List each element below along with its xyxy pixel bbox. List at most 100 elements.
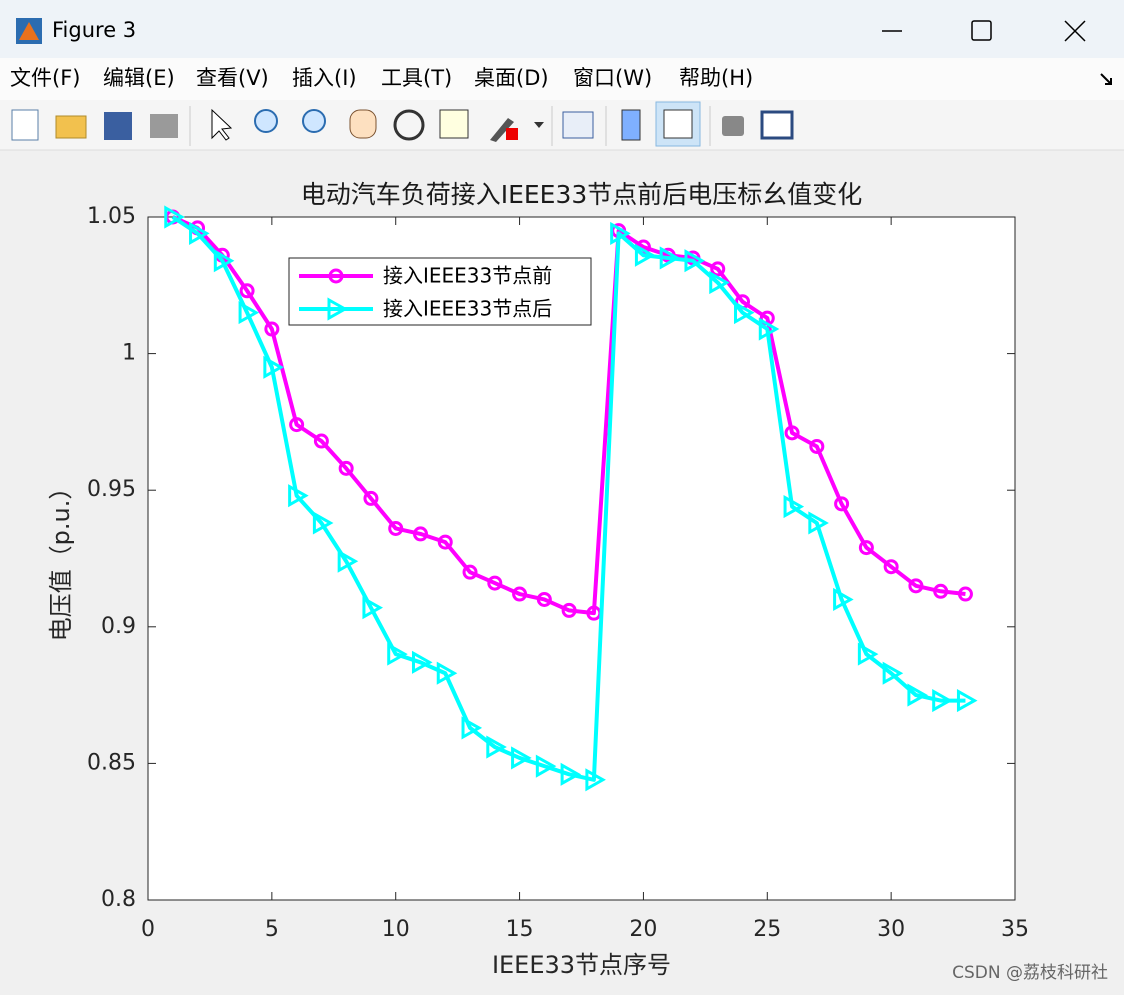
x-tick-label: 35 bbox=[1001, 917, 1029, 942]
data-point bbox=[808, 511, 829, 535]
tool-zoom-in[interactable] bbox=[254, 109, 278, 133]
data-point bbox=[684, 249, 706, 273]
app-icon-shape bbox=[19, 22, 39, 40]
data-point bbox=[437, 534, 453, 550]
data-point bbox=[164, 205, 185, 229]
tool-new[interactable] bbox=[11, 109, 39, 141]
tool-link[interactable] bbox=[562, 111, 594, 139]
data-point bbox=[312, 511, 334, 535]
y-tick-label: 1.05 bbox=[87, 204, 136, 229]
legend-label: 接入IEEE33节点前 bbox=[383, 264, 552, 288]
data-point bbox=[561, 602, 577, 618]
tool-open[interactable] bbox=[55, 115, 87, 139]
data-point bbox=[264, 321, 280, 337]
data-point bbox=[213, 249, 235, 273]
tool-rotate[interactable] bbox=[393, 109, 425, 141]
data-point bbox=[238, 301, 260, 325]
menu-group: 文件(F) 编辑(E) 查看(V) 插入(I) 工具(T) 桌面(D) 窗口(W) 帮助(H) bbox=[10, 66, 753, 90]
plot-area bbox=[147, 216, 1016, 901]
data-point bbox=[388, 520, 404, 536]
data-point bbox=[709, 271, 730, 295]
data-point bbox=[189, 221, 210, 245]
tool-show[interactable] bbox=[760, 110, 794, 140]
data-point bbox=[610, 221, 631, 245]
tool-zoom-out[interactable] bbox=[302, 109, 326, 133]
tool-pan[interactable] bbox=[349, 109, 377, 139]
y-tick-label: 1 bbox=[122, 341, 136, 366]
x-tick-label: 25 bbox=[753, 917, 781, 942]
data-point bbox=[387, 642, 408, 666]
data-point bbox=[535, 754, 557, 778]
menu-item[interactable]: 桌面(D) bbox=[474, 66, 549, 90]
data-point bbox=[462, 564, 478, 580]
tool-hide[interactable] bbox=[722, 116, 744, 136]
menu-arrow[interactable] bbox=[1100, 73, 1112, 85]
data-point bbox=[809, 438, 825, 454]
data-point bbox=[659, 246, 681, 270]
data-point bbox=[957, 586, 973, 602]
x-axis-label: IEEE33节点序号 bbox=[492, 951, 671, 979]
chart-title: 电动汽车负荷接入IEEE33节点前后电压标幺值变化 bbox=[301, 180, 863, 209]
tool-pointer[interactable] bbox=[211, 108, 233, 141]
data-point bbox=[783, 495, 805, 519]
x-tick-label: 5 bbox=[265, 917, 279, 942]
tool-save[interactable] bbox=[104, 112, 132, 140]
legend-label: 接入IEEE33节点后 bbox=[383, 297, 552, 321]
data-point bbox=[956, 688, 978, 713]
menu-item[interactable]: 文件(F) bbox=[10, 66, 80, 90]
data-point bbox=[338, 460, 354, 476]
tool-datatip[interactable] bbox=[439, 109, 469, 139]
data-point bbox=[263, 355, 284, 379]
data-point bbox=[512, 586, 528, 602]
tool-brush[interactable] bbox=[490, 118, 514, 142]
data-point bbox=[908, 578, 924, 594]
menu-item[interactable]: 编辑(E) bbox=[103, 66, 175, 90]
data-point bbox=[511, 746, 532, 770]
data-point bbox=[411, 650, 433, 674]
data-point bbox=[363, 490, 379, 506]
x-tick-label: 0 bbox=[141, 917, 155, 942]
tool-print[interactable] bbox=[150, 114, 178, 138]
maximize-button[interactable] bbox=[971, 20, 992, 41]
x-tick-label: 20 bbox=[629, 917, 657, 942]
menu-item[interactable]: 工具(T) bbox=[381, 66, 452, 90]
data-point bbox=[487, 575, 503, 591]
menu-item[interactable]: 窗口(W) bbox=[573, 66, 652, 90]
tool-dropdown[interactable] bbox=[534, 122, 544, 128]
data-point bbox=[634, 243, 656, 267]
data-point bbox=[710, 261, 726, 277]
data-point bbox=[585, 768, 606, 792]
series-line bbox=[171, 215, 966, 782]
data-point bbox=[858, 540, 874, 556]
data-point bbox=[289, 417, 305, 433]
close-button[interactable] bbox=[1064, 20, 1086, 42]
toolbar bbox=[0, 100, 1124, 150]
data-point bbox=[337, 549, 359, 573]
data-point bbox=[758, 317, 780, 341]
title-bar bbox=[0, 0, 1124, 58]
data-point bbox=[857, 642, 879, 666]
data-point bbox=[239, 283, 255, 299]
data-point bbox=[313, 433, 329, 449]
data-point bbox=[486, 735, 507, 759]
legend-marker bbox=[328, 268, 344, 284]
tool-legend[interactable] bbox=[663, 109, 693, 139]
data-point bbox=[362, 596, 384, 620]
window-title: Figure 3 bbox=[52, 18, 136, 42]
data-point bbox=[734, 301, 755, 325]
tool-brush-color[interactable] bbox=[506, 128, 518, 140]
y-tick-label: 0.8 bbox=[101, 887, 136, 912]
menu-bar bbox=[0, 58, 1124, 100]
data-point bbox=[461, 716, 483, 740]
menu-item[interactable]: 查看(V) bbox=[196, 66, 269, 90]
data-point bbox=[412, 526, 428, 542]
menu-item[interactable]: 插入(I) bbox=[292, 66, 357, 90]
data-point bbox=[882, 661, 904, 685]
x-tick-label: 15 bbox=[506, 917, 534, 942]
data-point bbox=[436, 661, 458, 685]
data-point bbox=[833, 587, 854, 612]
menu-item[interactable]: 帮助(H) bbox=[679, 66, 753, 90]
tool-colorbar[interactable] bbox=[621, 109, 641, 141]
y-tick-label: 0.85 bbox=[87, 750, 136, 775]
